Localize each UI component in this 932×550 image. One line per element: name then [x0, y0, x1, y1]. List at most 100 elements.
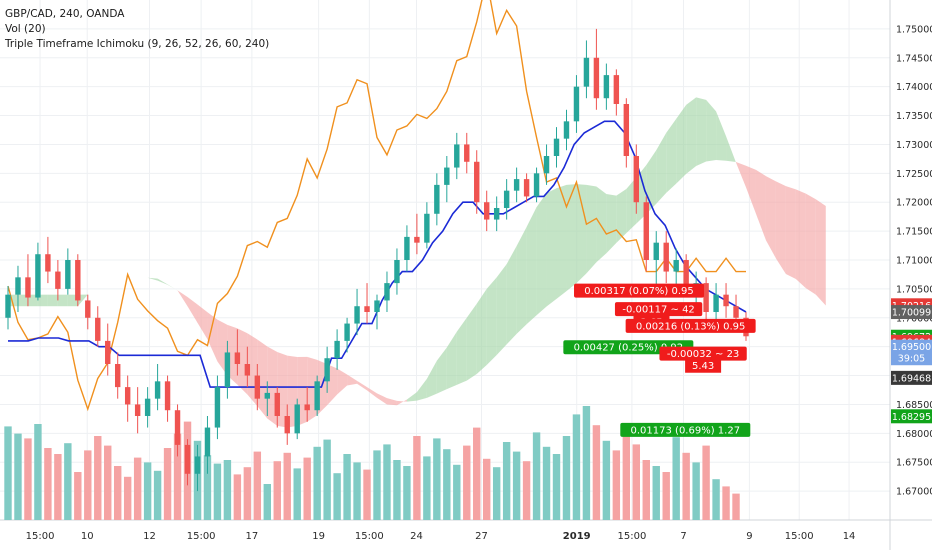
indicator-legend[interactable]: Triple Timeframe Ichimoku (9, 26, 52, 26…: [5, 38, 270, 50]
candle-body-19: [194, 456, 201, 474]
volume-bar-6: [64, 443, 72, 520]
candle-body-56: [563, 121, 570, 139]
volume-bar-68: [682, 452, 690, 520]
kumo-segment-48: [486, 277, 497, 366]
candle-body-58: [583, 57, 590, 87]
kumo-segment-61: [616, 189, 627, 243]
kumo-segment-47: [476, 288, 487, 375]
candle-11: [114, 352, 121, 399]
candle-57: [573, 75, 580, 133]
candle-9: [95, 306, 101, 347]
candle-body-64: [643, 202, 649, 260]
volume-bar-59: [592, 425, 601, 520]
price-tag-4: 1.69500: [891, 339, 932, 354]
volume-legend[interactable]: Vol (20): [5, 23, 46, 35]
price-tag-label-6: 1.69468: [892, 373, 931, 384]
volume-bar-39: [393, 460, 401, 520]
kumo-segment-80: [805, 193, 816, 295]
price-tag-bg-5: [891, 351, 932, 366]
candle-22: [224, 340, 231, 399]
volume-bar-54: [542, 446, 551, 520]
kumo-segment-4: [47, 294, 58, 307]
volume-bar-2: [24, 438, 32, 520]
candle-body-70: [703, 283, 709, 312]
symbol-legend[interactable]: GBP/CAD, 240, OANDA: [5, 8, 125, 20]
kumo-segment-34: [347, 374, 358, 386]
kumo-segment-70: [706, 99, 717, 162]
kumo-segment-77: [775, 181, 786, 275]
candle-41: [414, 213, 420, 255]
volume-bar-16: [163, 448, 172, 520]
candle-24: [244, 346, 251, 388]
time-tick-4: 17: [246, 531, 259, 542]
volume-bar-33: [333, 473, 341, 520]
volume-bar-72: [722, 486, 730, 520]
volume-bar-50: [502, 442, 511, 520]
candle-body-35: [354, 306, 360, 324]
volume-bar-71: [712, 479, 720, 520]
volume-bar-4: [44, 448, 52, 520]
volume-bar-38: [383, 444, 391, 520]
candle-body-16: [164, 381, 171, 411]
volume-bar-30: [303, 457, 311, 520]
candle-4: [45, 236, 51, 284]
candle-body-10: [105, 340, 111, 364]
price-axis[interactable]: 1.75000 1.74500 1.74000 1.73500 1.73000 1.725…: [891, 24, 932, 498]
price-tick-9: 1.70500: [896, 284, 932, 295]
kumo-segment-74: [746, 165, 756, 214]
chart-legend: GBP/CAD, 240, OANDA Vol (20) Triple Time…: [5, 7, 269, 52]
candle-body-23: [234, 352, 241, 364]
volume-bar-14: [143, 462, 152, 520]
price-tag-7: 1.68295: [891, 409, 932, 424]
kumo-segment-37: [377, 393, 387, 405]
volume-bar-23: [233, 474, 242, 520]
volume-bar-56: [562, 436, 571, 520]
candle-body-53: [533, 173, 540, 197]
kumo-segment-51: [516, 226, 527, 334]
candle-31: [314, 375, 320, 416]
price-tick-3: 1.73500: [896, 111, 932, 122]
candle-35: [354, 288, 360, 336]
kumo-segment-60: [606, 193, 617, 254]
kumo-segment-66: [666, 118, 677, 193]
volume-bar-55: [552, 454, 561, 520]
measure-box-label-3: 0.00216 (0.13%) 0.95: [636, 321, 746, 332]
kumo-segment-8: [87, 286, 98, 295]
kumo-segment-45: [456, 317, 467, 385]
candle-body-54: [543, 156, 550, 174]
volume-bar-73: [732, 493, 740, 520]
candle-body-1: [15, 277, 21, 295]
candle-body-9: [95, 317, 101, 341]
volume-bar-42: [423, 456, 431, 520]
volume-bar-53: [532, 432, 541, 520]
kumo-segment-20: [207, 312, 218, 362]
price-tag-6: 1.69468: [891, 370, 932, 385]
candle-2: [25, 254, 31, 307]
kumo-segment-78: [785, 186, 796, 279]
price-tick-13: 1.68500: [896, 400, 932, 411]
price-tick-7: 1.71500: [896, 227, 932, 238]
candle-23: [234, 329, 241, 376]
candle-19: [194, 444, 201, 492]
kumo-segment-68: [686, 97, 697, 174]
candle-36: [364, 283, 370, 324]
price-tick-0: 1.75000: [896, 24, 932, 35]
kumo-segment-52: [526, 207, 537, 325]
kumo-segment-25: [257, 339, 268, 419]
candle-body-37: [374, 300, 380, 312]
time-axis[interactable]: 15:00 10 12 15:00 17 19 15:00 24 27 2019 15:00 7 9 15…: [26, 531, 856, 542]
kumo-segment-49: [496, 264, 507, 355]
kumo-segment-69: [696, 97, 707, 167]
volume-bar-64: [642, 460, 650, 520]
candle-body-8: [85, 300, 91, 318]
measure-box-label-0: 0.00317 (0.07%) 0.95: [584, 286, 694, 297]
kumo-segment-16: [167, 284, 178, 291]
candle-63: [633, 144, 640, 214]
candle-body-63: [633, 156, 640, 203]
candle-body-28: [284, 416, 290, 434]
kumo-segment-54: [546, 188, 557, 307]
measure-boxes[interactable]: 0.00317 (0.07%) 0.95-0.00117 ~ 423.650.0…: [563, 283, 756, 437]
candle-body-14: [144, 398, 151, 416]
candle-body-59: [593, 57, 600, 99]
